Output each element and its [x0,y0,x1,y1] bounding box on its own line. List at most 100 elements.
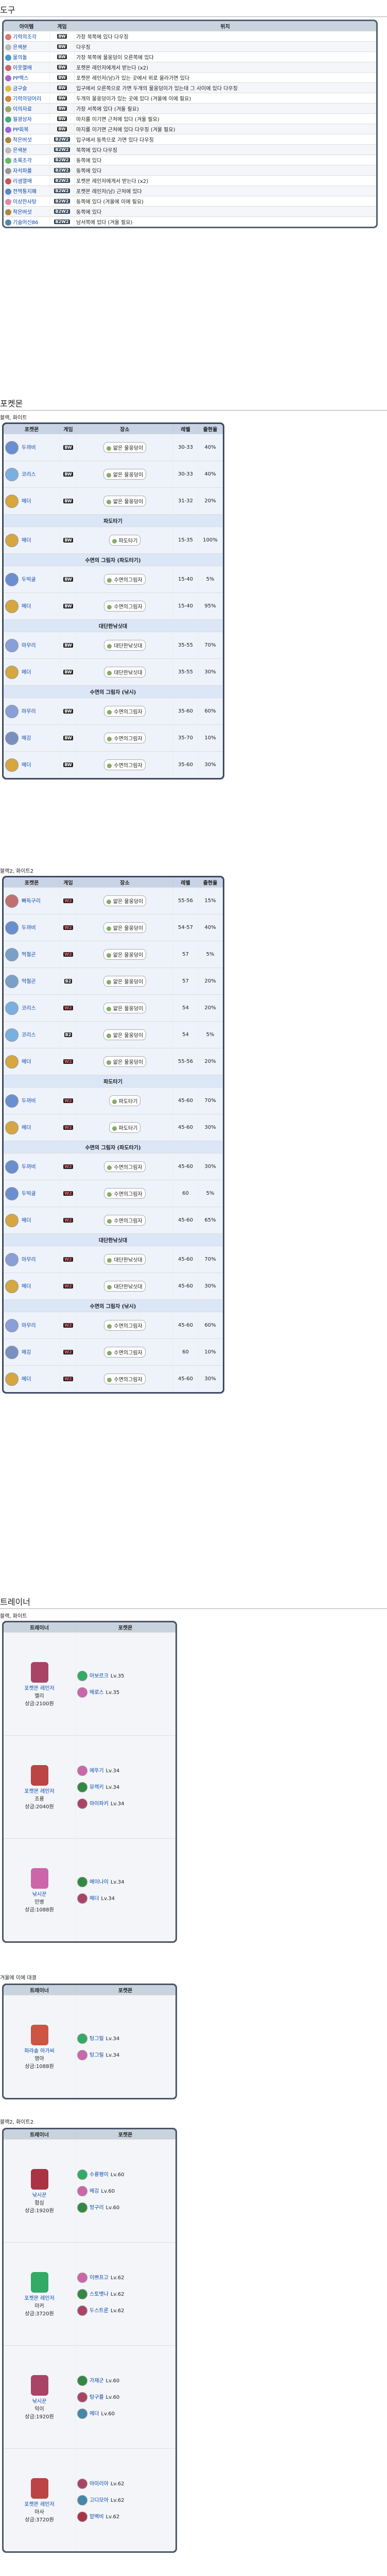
trainer-class-link[interactable]: 포켓몬 레인저 [24,1686,55,1691]
trainer-pokemon-icon[interactable] [77,2375,87,2386]
trainer-class-link[interactable]: 파라솔 아가씨 [24,2048,55,2054]
item-name-link[interactable]: 기술머신86 [13,220,39,226]
item-name-link[interactable]: 이상한사탕 [13,199,37,205]
trainer-pokemon-name[interactable]: 두스트론 [90,2308,109,2314]
pokemon-sprite-icon[interactable] [5,467,19,481]
pokemon-name-link[interactable]: 코리스 [22,1005,36,1011]
item-name-link[interactable]: 작은버섯 [13,138,32,143]
item-name-link[interactable]: 자석파를 [13,168,32,174]
trainer-class-link[interactable]: 낚시꾼 [32,1892,47,1897]
pokemon-name-link[interactable]: 마무리 [22,708,36,715]
trainer-pokemon-icon[interactable] [77,2049,87,2060]
pokemon-sprite-icon[interactable] [5,704,19,718]
trainer-pokemon-icon[interactable] [77,2495,87,2505]
trainer-pokemon-name[interactable]: 아미리아 [90,2481,109,2487]
pokemon-sprite-icon[interactable] [5,1121,19,1134]
trainer-pokemon-icon[interactable] [77,2272,87,2283]
trainer-pokemon-icon[interactable] [77,1893,87,1904]
trainer-pokemon-name[interactable]: 메더 [90,2411,99,2417]
trainer-class-link[interactable]: 낚시꾼 [32,2399,47,2404]
trainer-pokemon-name[interactable]: 메이나이 [90,1879,109,1885]
item-name-link[interactable]: 은색분 [13,148,27,154]
pokemon-sprite-icon[interactable] [5,1160,19,1174]
trainer-class-link[interactable]: 포켓몬 레인저 [24,2296,55,2301]
pokemon-sprite-icon[interactable] [5,894,19,908]
item-name-link[interactable]: 물의돌 [13,55,27,61]
pokemon-name-link[interactable]: 마무리 [22,642,36,649]
trainer-pokemon-name[interactable]: 이쁘프고 [90,2275,109,2281]
pokemon-sprite-icon[interactable] [5,1055,19,1069]
pokemon-sprite-icon[interactable] [5,440,19,454]
pokemon-name-link[interactable]: 메더 [22,603,31,609]
item-name-link[interactable]: PP맥스 [13,76,29,81]
trainer-pokemon-name[interactable]: 텅구를 [90,2394,104,2400]
trainer-pokemon-name[interactable]: 에뚜기 [90,1768,104,1774]
trainer-pokemon-icon[interactable] [77,1782,87,1792]
pokemon-name-link[interactable]: 메더 [22,1059,31,1065]
pokemon-sprite-icon[interactable] [5,731,19,745]
trainer-pokemon-icon[interactable] [77,2408,87,2419]
item-name-link[interactable]: 리샘열매 [13,179,32,184]
pokemon-name-link[interactable]: 메더 [22,762,31,768]
trainer-pokemon-icon[interactable] [77,1670,87,1681]
pokemon-name-link[interactable]: 먹철곤 [22,952,36,958]
pokemon-name-link[interactable]: 빠득구리 [22,898,41,904]
pokemon-name-link[interactable]: 두까비 [22,925,36,931]
trainer-class-link[interactable]: 낚시꾼 [32,2193,47,2198]
item-name-link[interactable]: 이의자료 [13,107,32,112]
item-name-link[interactable]: 전역통지패 [13,189,37,195]
pokemon-sprite-icon[interactable] [5,665,19,679]
trainer-pokemon-name[interactable]: 수룡팽이 [90,2172,109,2178]
trainer-pokemon-icon[interactable] [77,2289,87,2299]
pokemon-sprite-icon[interactable] [5,974,19,988]
pokemon-name-link[interactable]: 메더 [22,1283,31,1290]
trainer-pokemon-icon[interactable] [77,2169,87,2180]
item-name-link[interactable]: 기력의덩어리 [13,96,42,102]
pokemon-sprite-icon[interactable] [5,1372,19,1386]
pokemon-name-link[interactable]: 메깅 [22,1349,31,1355]
trainer-pokemon-name[interactable]: 메로스 [90,1689,104,1696]
pokemon-sprite-icon[interactable] [5,947,19,961]
pokemon-name-link[interactable]: 메더 [22,498,31,504]
item-name-link[interactable]: PP회복 [13,127,29,133]
pokemon-sprite-icon[interactable] [5,1345,19,1359]
pokemon-sprite-icon[interactable] [5,921,19,935]
trainer-pokemon-icon[interactable] [77,1798,87,1809]
item-name-link[interactable]: 기력의조각 [13,35,37,40]
pokemon-sprite-icon[interactable] [5,599,19,613]
trainer-pokemon-icon[interactable] [77,2478,87,2489]
trainer-pokemon-icon[interactable] [77,2511,87,2522]
item-name-link[interactable]: 금구슬 [13,86,27,92]
trainer-pokemon-name[interactable]: 메더 [90,1895,99,1902]
trainer-pokemon-name[interactable]: 텅그릴 [90,2036,104,2042]
pokemon-sprite-icon[interactable] [5,638,19,652]
pokemon-sprite-icon[interactable] [5,1279,19,1293]
pokemon-name-link[interactable]: 메더 [22,1217,31,1224]
pokemon-name-link[interactable]: 두까비 [22,1164,36,1170]
trainer-pokemon-name[interactable]: 메깅 [90,2188,99,2194]
trainer-pokemon-icon[interactable] [77,2305,87,2316]
trainer-pokemon-name[interactable]: 암벽비 [90,2514,104,2520]
trainer-pokemon-name[interactable]: 가재군 [90,2378,104,2384]
item-name-link[interactable]: 이웃열매 [13,65,32,71]
pokemon-sprite-icon[interactable] [5,1318,19,1332]
trainer-pokemon-name[interactable]: 멍구리 [90,2205,104,2211]
pokemon-sprite-icon[interactable] [5,1028,19,1042]
pokemon-name-link[interactable]: 코리스 [22,1032,36,1038]
pokemon-name-link[interactable]: 메더 [22,1376,31,1382]
item-name-link[interactable]: 초록조각 [13,158,32,164]
pokemon-sprite-icon[interactable] [5,1094,19,1108]
trainer-pokemon-name[interactable]: 아보르크 [90,1673,109,1679]
trainer-pokemon-name[interactable]: 마이파키 [90,1801,109,1807]
pokemon-name-link[interactable]: 먹철곤 [22,978,36,985]
pokemon-name-link[interactable]: 두까비 [22,1098,36,1104]
pokemon-sprite-icon[interactable] [5,758,19,772]
pokemon-sprite-icon[interactable] [5,1187,19,1200]
trainer-pokemon-name[interactable]: 텅그릴 [90,2052,104,2058]
trainer-pokemon-icon[interactable] [77,1765,87,1776]
trainer-pokemon-icon[interactable] [77,2185,87,2196]
item-name-link[interactable]: 은색분 [13,45,27,50]
trainer-pokemon-icon[interactable] [77,1687,87,1698]
trainer-pokemon-name[interactable]: 뮤렉키 [90,1784,104,1790]
pokemon-sprite-icon[interactable] [5,494,19,508]
